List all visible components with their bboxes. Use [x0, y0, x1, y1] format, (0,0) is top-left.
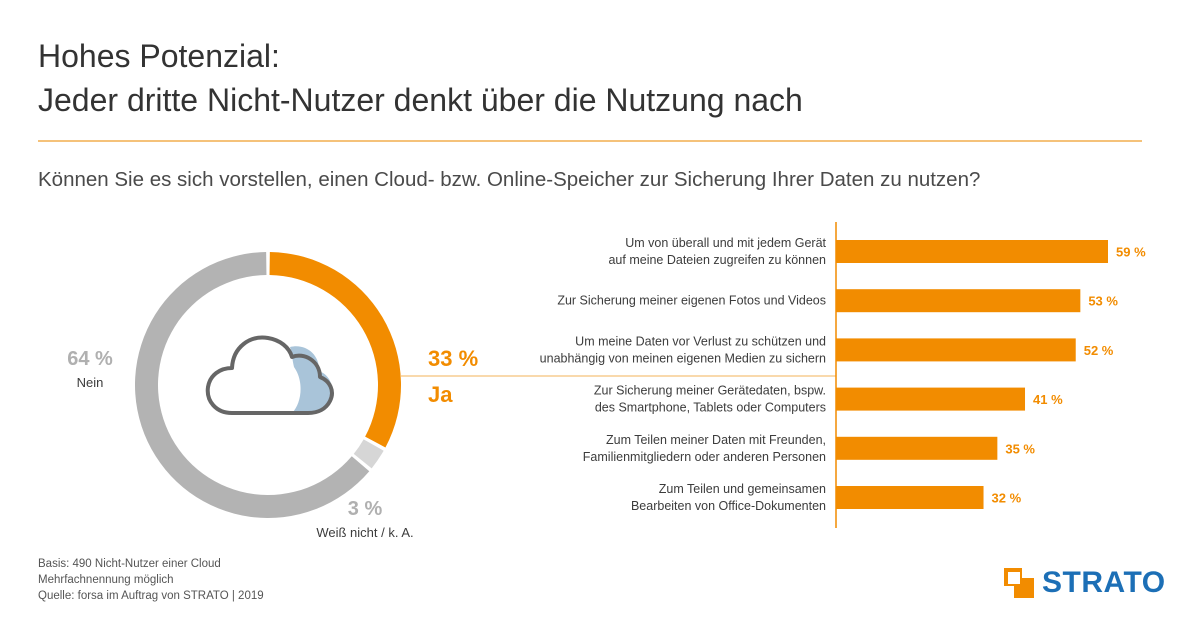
bar-category-label: Zur Sicherung meiner eigenen Fotos und V…: [557, 294, 826, 308]
strato-logo-text: STRATO: [1042, 566, 1166, 599]
bar-4: [836, 387, 1026, 411]
strato-logo-icon: [1004, 568, 1034, 598]
cloud-icon: [205, 335, 334, 415]
footer-notes: Basis: 490 Nicht-Nutzer einer Cloud Mehr…: [38, 556, 264, 604]
donut-label-ja: Ja: [428, 382, 453, 407]
footer-multiple: Mehrfachnennung möglich: [38, 574, 174, 586]
bar-value-label: 35 %: [1005, 441, 1035, 456]
title-line-1: Hohes Potenzial:: [38, 38, 280, 74]
bar-category-label: Familienmitgliedern oder anderen Persone…: [583, 450, 826, 464]
bar-category-label: Um meine Daten vor Verlust zu schützen u…: [575, 334, 826, 348]
bar-category-label: Um von überall und mit jedem Gerät: [625, 236, 826, 250]
survey-question: Können Sie es sich vorstellen, einen Clo…: [38, 168, 981, 191]
title-line-2: Jeder dritte Nicht-Nutzer denkt über die…: [38, 82, 803, 118]
donut-slice-nein: [135, 252, 370, 518]
donut-label-weiss-nicht: Weiß nicht / k. A.: [316, 525, 413, 540]
footer-basis: Basis: 490 Nicht-Nutzer einer Cloud: [38, 558, 221, 570]
bar-6: [836, 486, 984, 509]
bar-category-label: auf meine Dateien zugreifen zu können: [608, 253, 826, 267]
bar-category-label: Bearbeiten von Office-Dokumenten: [631, 499, 826, 513]
cloud-outline: [205, 335, 334, 415]
footer-source: Quelle: forsa im Auftrag von STRATO | 20…: [38, 590, 264, 602]
bar-category-label: Zur Sicherung meiner Gerätedaten, bspw.: [594, 384, 826, 398]
bar-category-label: unabhängig von meinen eigenen Medien zu …: [540, 351, 826, 365]
strato-logo: STRATO: [1004, 566, 1166, 600]
bar-category-label: Zum Teilen und gemeinsamen: [659, 482, 826, 496]
bar-value-label: 52 %: [1084, 343, 1114, 358]
bar-1: [836, 240, 1108, 263]
bar-3: [836, 338, 1076, 362]
donut-label-nein-value: 64 %: [67, 348, 113, 370]
bar-2: [836, 289, 1081, 313]
bar-value-label: 41 %: [1033, 392, 1063, 407]
title-divider: [38, 140, 1142, 142]
donut-slice-weiß-nicht-k-a: [353, 439, 384, 469]
bar-value-label: 32 %: [992, 491, 1022, 506]
donut-label-weiss-nicht-value: 3 %: [348, 498, 383, 520]
donut-label-nein: Nein: [77, 375, 104, 390]
bar-category-label: Zum Teilen meiner Daten mit Freunden,: [606, 433, 826, 447]
cloud-shadow: [290, 346, 332, 413]
bar-value-label: 59 %: [1116, 245, 1146, 260]
bar-category-label: des Smartphone, Tablets oder Computers: [595, 401, 826, 415]
bar-value-label: 53 %: [1088, 294, 1118, 309]
chart-title: Hohes Potenzial: Jeder dritte Nicht-Nutz…: [38, 34, 1158, 122]
donut-label-ja-value: 33 %: [428, 346, 478, 371]
donut-slice-ja: [269, 252, 401, 448]
bar-5: [836, 436, 998, 460]
